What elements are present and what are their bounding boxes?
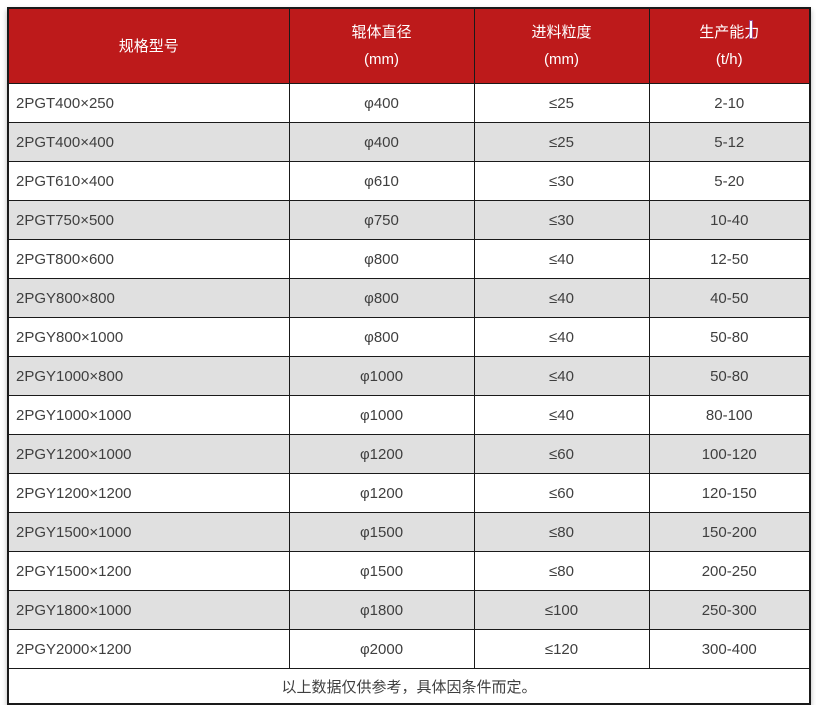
table-row: 2PGY1500×1000 φ1500 ≤80 150-200: [7, 512, 811, 552]
cell-diameter: φ750: [288, 200, 475, 240]
cell-model: 2PGY800×1000: [7, 317, 290, 357]
col-header-capacity: 生产能力 (t/h): [648, 7, 811, 84]
table-row: 2PGT750×500 φ750 ≤30 10-40: [7, 200, 811, 240]
table-footer: 以上数据仅供参考，具体因条件而定。: [7, 668, 811, 705]
cell-diameter: φ400: [288, 83, 475, 123]
table-row: 2PGT610×400 φ610 ≤30 5-20: [7, 161, 811, 201]
col-header-model-title: 规格型号: [118, 37, 179, 55]
cell-model: 2PGT800×600: [7, 239, 290, 279]
cell-capacity: 50-80: [648, 317, 811, 357]
table-body: 2PGT400×250 φ400 ≤25 2-10 2PGT400×400 φ4…: [7, 83, 811, 669]
cell-diameter: φ2000: [288, 629, 475, 669]
cell-capacity: 300-400: [648, 629, 811, 669]
col-header-capacity-unit: (t/h): [715, 51, 743, 68]
col-header-feed-size-unit: (mm): [544, 51, 579, 68]
cell-feed-size: ≤80: [473, 551, 650, 591]
col-header-diameter-unit: (mm): [364, 51, 399, 68]
cell-diameter: φ1000: [288, 356, 475, 396]
roller-crusher-spec-table: 规格型号 辊体直径 (mm) 进料粒度 (mm) 生产能力 (t/h) 2PGT…: [7, 7, 811, 705]
cell-capacity: 5-20: [648, 161, 811, 201]
cell-feed-size: ≤25: [473, 83, 650, 123]
cell-diameter: φ1500: [288, 512, 475, 552]
header-row: 规格型号 辊体直径 (mm) 进料粒度 (mm) 生产能力 (t/h): [7, 7, 811, 84]
table-row: 2PGT800×600 φ800 ≤40 12-50: [7, 239, 811, 279]
cell-feed-size: ≤80: [473, 512, 650, 552]
cell-model: 2PGY1800×1000: [7, 590, 290, 630]
cell-feed-size: ≤40: [473, 317, 650, 357]
cell-diameter: φ1200: [288, 434, 475, 474]
table-row: 2PGY1000×800 φ1000 ≤40 50-80: [7, 356, 811, 396]
cell-diameter: φ1500: [288, 551, 475, 591]
cell-diameter: φ800: [288, 278, 475, 318]
footer-row: 以上数据仅供参考，具体因条件而定。: [7, 668, 811, 705]
table-header: 规格型号 辊体直径 (mm) 进料粒度 (mm) 生产能力 (t/h): [7, 7, 811, 84]
cell-diameter: φ800: [288, 317, 475, 357]
cell-capacity: 150-200: [648, 512, 811, 552]
cell-feed-size: ≤40: [473, 239, 650, 279]
cell-model: 2PGT400×400: [7, 122, 290, 162]
cell-diameter: φ1800: [288, 590, 475, 630]
cell-model: 2PGY1000×1000: [7, 395, 290, 435]
table-row: 2PGY1200×1000 φ1200 ≤60 100-120: [7, 434, 811, 474]
cell-feed-size: ≤60: [473, 434, 650, 474]
cell-feed-size: ≤40: [473, 356, 650, 396]
footer-note: 以上数据仅供参考，具体因条件而定。: [7, 668, 811, 705]
cell-feed-size: ≤120: [473, 629, 650, 669]
col-header-diameter: 辊体直径 (mm): [288, 7, 475, 84]
cell-diameter: φ1000: [288, 395, 475, 435]
col-header-capacity-title: 生产能力: [699, 24, 760, 41]
table-row: 2PGY1200×1200 φ1200 ≤60 120-150: [7, 473, 811, 513]
cell-model: 2PGT610×400: [7, 161, 290, 201]
cell-model: 2PGY2000×1200: [7, 629, 290, 669]
col-header-feed-size: 进料粒度 (mm): [473, 7, 650, 84]
cell-capacity: 50-80: [648, 356, 811, 396]
table-row: 2PGY800×1000 φ800 ≤40 50-80: [7, 317, 811, 357]
cell-capacity: 120-150: [648, 473, 811, 513]
col-header-feed-size-title: 进料粒度: [531, 24, 592, 41]
text-cursor-artifact: [750, 21, 752, 38]
cell-capacity: 5-12: [648, 122, 811, 162]
cell-model: 2PGT400×250: [7, 83, 290, 123]
cell-model: 2PGY1500×1200: [7, 551, 290, 591]
cell-model: 2PGY1000×800: [7, 356, 290, 396]
cell-capacity: 200-250: [648, 551, 811, 591]
table-row: 2PGT400×250 φ400 ≤25 2-10: [7, 83, 811, 123]
cell-capacity: 250-300: [648, 590, 811, 630]
cell-model: 2PGT750×500: [7, 200, 290, 240]
table-row: 2PGY1800×1000 φ1800 ≤100 250-300: [7, 590, 811, 630]
cell-feed-size: ≤30: [473, 161, 650, 201]
cell-model: 2PGY1200×1200: [7, 473, 290, 513]
cell-capacity: 12-50: [648, 239, 811, 279]
cell-feed-size: ≤25: [473, 122, 650, 162]
cell-capacity: 40-50: [648, 278, 811, 318]
table-row: 2PGT400×400 φ400 ≤25 5-12: [7, 122, 811, 162]
cell-capacity: 80-100: [648, 395, 811, 435]
cell-feed-size: ≤60: [473, 473, 650, 513]
cell-feed-size: ≤100: [473, 590, 650, 630]
table-row: 2PGY800×800 φ800 ≤40 40-50: [7, 278, 811, 318]
cell-diameter: φ1200: [288, 473, 475, 513]
cell-feed-size: ≤30: [473, 200, 650, 240]
cell-capacity: 10-40: [648, 200, 811, 240]
cell-capacity: 100-120: [648, 434, 811, 474]
table-row: 2PGY1500×1200 φ1500 ≤80 200-250: [7, 551, 811, 591]
table-row: 2PGY2000×1200 φ2000 ≤120 300-400: [7, 629, 811, 669]
table-row: 2PGY1000×1000 φ1000 ≤40 80-100: [7, 395, 811, 435]
cell-feed-size: ≤40: [473, 395, 650, 435]
cell-capacity: 2-10: [648, 83, 811, 123]
col-header-model: 规格型号: [7, 7, 290, 84]
cell-feed-size: ≤40: [473, 278, 650, 318]
col-header-diameter-title: 辊体直径: [351, 24, 412, 41]
cell-model: 2PGY1500×1000: [7, 512, 290, 552]
cell-diameter: φ800: [288, 239, 475, 279]
spec-table-container: 规格型号 辊体直径 (mm) 进料粒度 (mm) 生产能力 (t/h) 2PGT…: [7, 7, 811, 705]
cell-model: 2PGY800×800: [7, 278, 290, 318]
cell-diameter: φ610: [288, 161, 475, 201]
cell-model: 2PGY1200×1000: [7, 434, 290, 474]
cell-diameter: φ400: [288, 122, 475, 162]
